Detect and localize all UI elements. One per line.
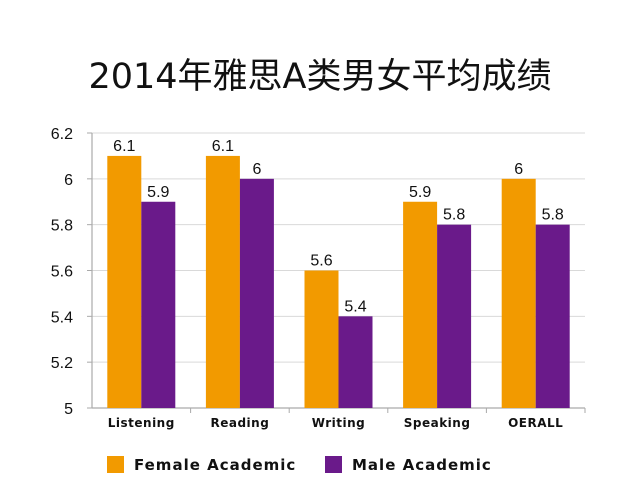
- data-label: 6.1: [113, 138, 135, 155]
- data-label: 6.1: [212, 138, 234, 155]
- y-tick-label: 5.6: [51, 264, 73, 281]
- x-axis-categories: Listening Reading Writing Speaking OERALL: [108, 416, 563, 430]
- legend-swatch-male: [325, 456, 342, 473]
- x-category-label: Speaking: [404, 416, 471, 430]
- bar-female-oerall: [501, 178, 536, 408]
- bar-male-speaking: [437, 224, 472, 408]
- data-label: 5.9: [147, 184, 169, 201]
- data-labels: 6.1 5.9 6.1 6 5.6 5.4 5.9 5.8 6 5.8: [113, 138, 564, 315]
- bars: [107, 155, 570, 408]
- legend: Female Academic Male Academic: [107, 456, 492, 474]
- data-label: 6: [514, 161, 523, 178]
- bar-female-speaking: [403, 201, 438, 408]
- data-label: 6: [252, 161, 261, 178]
- bar-female-listening: [107, 155, 142, 408]
- x-category-label: Reading: [210, 416, 269, 430]
- y-axis-ticks: 5 5.2 5.4 5.6 5.8 6 6.2: [51, 126, 73, 418]
- bar-male-writing: [338, 316, 373, 408]
- y-tick-label: 5.2: [51, 355, 73, 372]
- data-label: 5.4: [344, 298, 366, 315]
- data-label: 5.8: [542, 207, 564, 224]
- data-label: 5.6: [310, 253, 332, 270]
- bar-male-oerall: [535, 224, 570, 408]
- bar-female-reading: [205, 155, 240, 408]
- bar-male-reading: [239, 178, 274, 408]
- bar-female-writing: [304, 270, 339, 408]
- data-label: 5.9: [409, 184, 431, 201]
- legend-label-male: Male Academic: [352, 456, 492, 474]
- x-category-label: Writing: [312, 416, 366, 430]
- chart-title: 2014年雅思A类男女平均成绩: [88, 57, 551, 97]
- x-category-label: Listening: [108, 416, 175, 430]
- legend-swatch-female: [107, 456, 124, 473]
- y-tick-label: 5.8: [51, 218, 73, 235]
- y-tick-label: 6: [64, 172, 73, 189]
- legend-label-female: Female Academic: [134, 456, 296, 474]
- y-tick-label: 6.2: [51, 126, 73, 143]
- y-tick-label: 5: [64, 401, 73, 418]
- x-category-label: OERALL: [508, 416, 563, 430]
- y-tick-label: 5.4: [51, 309, 73, 326]
- bar-male-listening: [141, 201, 176, 408]
- data-label: 5.8: [443, 207, 465, 224]
